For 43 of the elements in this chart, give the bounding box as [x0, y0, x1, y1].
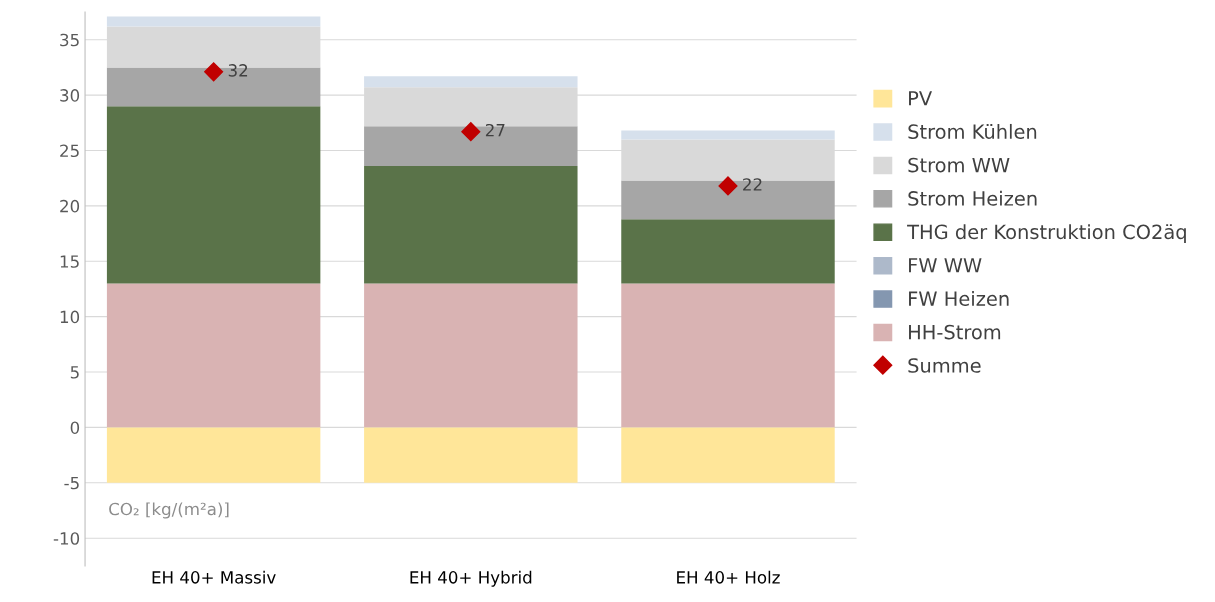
bar	[621, 180, 835, 220]
bar	[364, 166, 578, 284]
y-tick-label: -10	[53, 532, 80, 545]
y-tick-label: 35	[60, 33, 79, 47]
y-tick-label: 5	[70, 366, 79, 379]
y-tick-label: 0	[70, 421, 80, 434]
legend-label: Strom WW	[908, 157, 1010, 173]
legend-label: Strom Heizen	[908, 190, 1037, 206]
point	[461, 122, 481, 142]
legend-label: Summe	[908, 358, 981, 373]
y-tick-label: 30	[60, 89, 80, 102]
y-tick-label: 20	[60, 199, 80, 213]
data-label: 32	[228, 64, 248, 77]
bar	[106, 106, 321, 284]
legend-label: THG der Konstruktion CO2äq	[907, 224, 1186, 243]
legend-label: Strom Kühlen	[908, 123, 1037, 139]
x-tick-label: EH 40+ Holz	[677, 570, 780, 584]
x-tick-label: EH 40+ Hybrid	[410, 570, 532, 587]
bar	[621, 219, 835, 284]
bar	[106, 427, 321, 483]
bar	[106, 16, 321, 27]
legend-label: HH-Strom	[909, 324, 1001, 340]
bar	[621, 427, 835, 483]
y-tick-label: 15	[60, 255, 79, 268]
legend-label: PV	[909, 91, 932, 106]
bar	[364, 126, 578, 167]
bar	[621, 130, 835, 140]
legend-label: FW Heizen	[909, 290, 1009, 307]
legend-label: FW WW	[909, 258, 982, 273]
point	[718, 176, 738, 196]
y-tick-label: 25	[60, 144, 79, 158]
annotation: CO₂ [kg/(m²a)]	[109, 502, 229, 519]
bar	[364, 283, 578, 428]
y-tick-label: 10	[60, 310, 80, 324]
data-label: 27	[485, 123, 505, 137]
bar	[364, 427, 578, 483]
point	[204, 62, 224, 82]
bar	[106, 283, 321, 428]
y-tick-label: -5	[64, 476, 79, 490]
x-tick-label: EH 40+ Massiv	[152, 570, 276, 584]
bar	[621, 283, 835, 428]
data-label: 22	[743, 178, 762, 191]
bar	[364, 76, 578, 88]
